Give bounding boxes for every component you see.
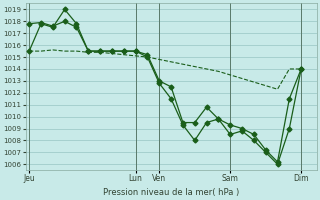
X-axis label: Pression niveau de la mer( hPa ): Pression niveau de la mer( hPa ) xyxy=(103,188,239,197)
